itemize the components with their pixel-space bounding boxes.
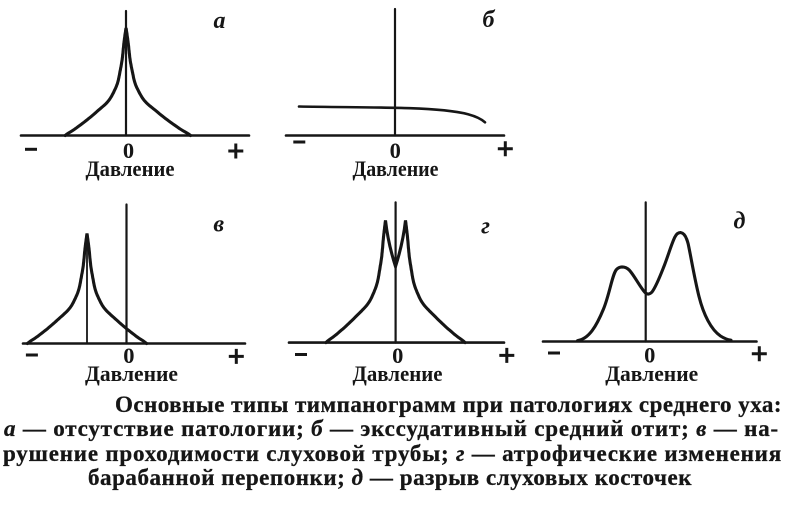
svg-text:Давление: Давление — [85, 361, 178, 386]
svg-text:0: 0 — [390, 138, 401, 163]
svg-text:0: 0 — [123, 343, 134, 368]
svg-text:г: г — [481, 214, 490, 240]
svg-text:Давление: Давление — [605, 361, 698, 386]
svg-text:б: б — [483, 7, 496, 33]
svg-text:0: 0 — [123, 138, 134, 163]
svg-text:Давление: Давление — [86, 156, 175, 181]
svg-text:Давление: Давление — [353, 156, 439, 181]
svg-text:а: а — [214, 8, 226, 34]
svg-text:0: 0 — [644, 343, 655, 368]
svg-text:в: в — [213, 212, 224, 238]
svg-text:Давление: Давление — [353, 361, 443, 386]
svg-text:д: д — [734, 208, 746, 234]
svg-text:0: 0 — [392, 343, 403, 368]
